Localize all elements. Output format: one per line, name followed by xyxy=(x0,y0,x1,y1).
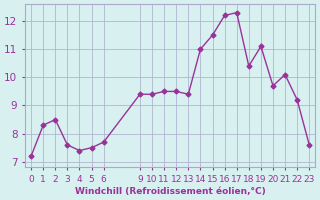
X-axis label: Windchill (Refroidissement éolien,°C): Windchill (Refroidissement éolien,°C) xyxy=(75,187,266,196)
